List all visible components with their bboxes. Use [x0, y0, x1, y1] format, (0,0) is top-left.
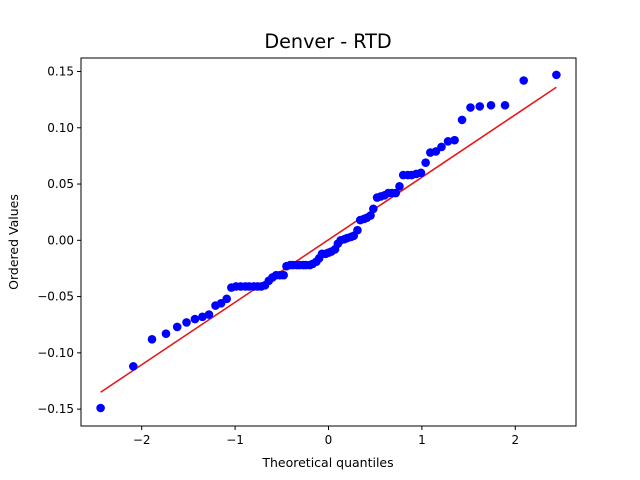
- data-point: [437, 142, 446, 152]
- x-tick-label: 1: [418, 433, 426, 447]
- fit-line-layer: [100, 86, 557, 393]
- points-layer: [96, 70, 561, 413]
- data-point: [366, 211, 375, 220]
- data-point: [421, 158, 430, 167]
- data-point: [147, 335, 157, 344]
- data-point: [198, 312, 207, 322]
- y-tick-label: −0.05: [37, 290, 74, 304]
- y-tick-label: −0.10: [37, 346, 74, 360]
- data-point: [204, 310, 214, 319]
- data-point: [369, 204, 378, 214]
- data-point: [129, 362, 138, 371]
- data-point: [552, 70, 561, 80]
- x-tick-label: 0: [325, 433, 333, 447]
- plot-frame: [80, 57, 577, 427]
- y-tick-label: 0.05: [47, 177, 74, 191]
- y-tick-label: −0.15: [37, 402, 74, 416]
- plot-area: [80, 57, 577, 427]
- data-point: [190, 314, 200, 324]
- data-point: [161, 329, 171, 339]
- data-point: [395, 181, 404, 191]
- x-tick-label: −1: [226, 433, 244, 447]
- y-tick-label: 0.10: [47, 121, 74, 135]
- data-point: [475, 102, 485, 111]
- data-point: [416, 168, 426, 178]
- y-tick-label: 0.15: [47, 65, 74, 79]
- y-axis-label: Ordered Values: [6, 194, 21, 290]
- data-point: [172, 322, 182, 332]
- data-point: [96, 403, 105, 413]
- data-point: [353, 225, 362, 235]
- data-point: [443, 136, 453, 146]
- data-point: [457, 115, 467, 125]
- data-point: [182, 318, 191, 327]
- x-tick-label: −2: [133, 433, 151, 447]
- data-point: [450, 135, 459, 145]
- data-point: [519, 76, 528, 85]
- data-point: [486, 100, 496, 110]
- fit-line: [100, 86, 557, 393]
- data-point: [391, 188, 401, 198]
- y-tick-label: 0.00: [47, 233, 74, 247]
- x-tick-label: 2: [511, 433, 519, 447]
- x-axis-label: Theoretical quantiles: [261, 455, 393, 470]
- x-axis: −2 −1 0 1 2: [133, 426, 519, 447]
- data-point: [279, 270, 288, 280]
- data-point: [466, 103, 475, 112]
- data-point: [500, 100, 510, 110]
- data-point: [222, 294, 231, 304]
- chart-title: Denver - RTD: [264, 30, 391, 53]
- y-axis: −0.15 −0.10 −0.05 0.00 0.05 0.10 0.15: [37, 65, 81, 416]
